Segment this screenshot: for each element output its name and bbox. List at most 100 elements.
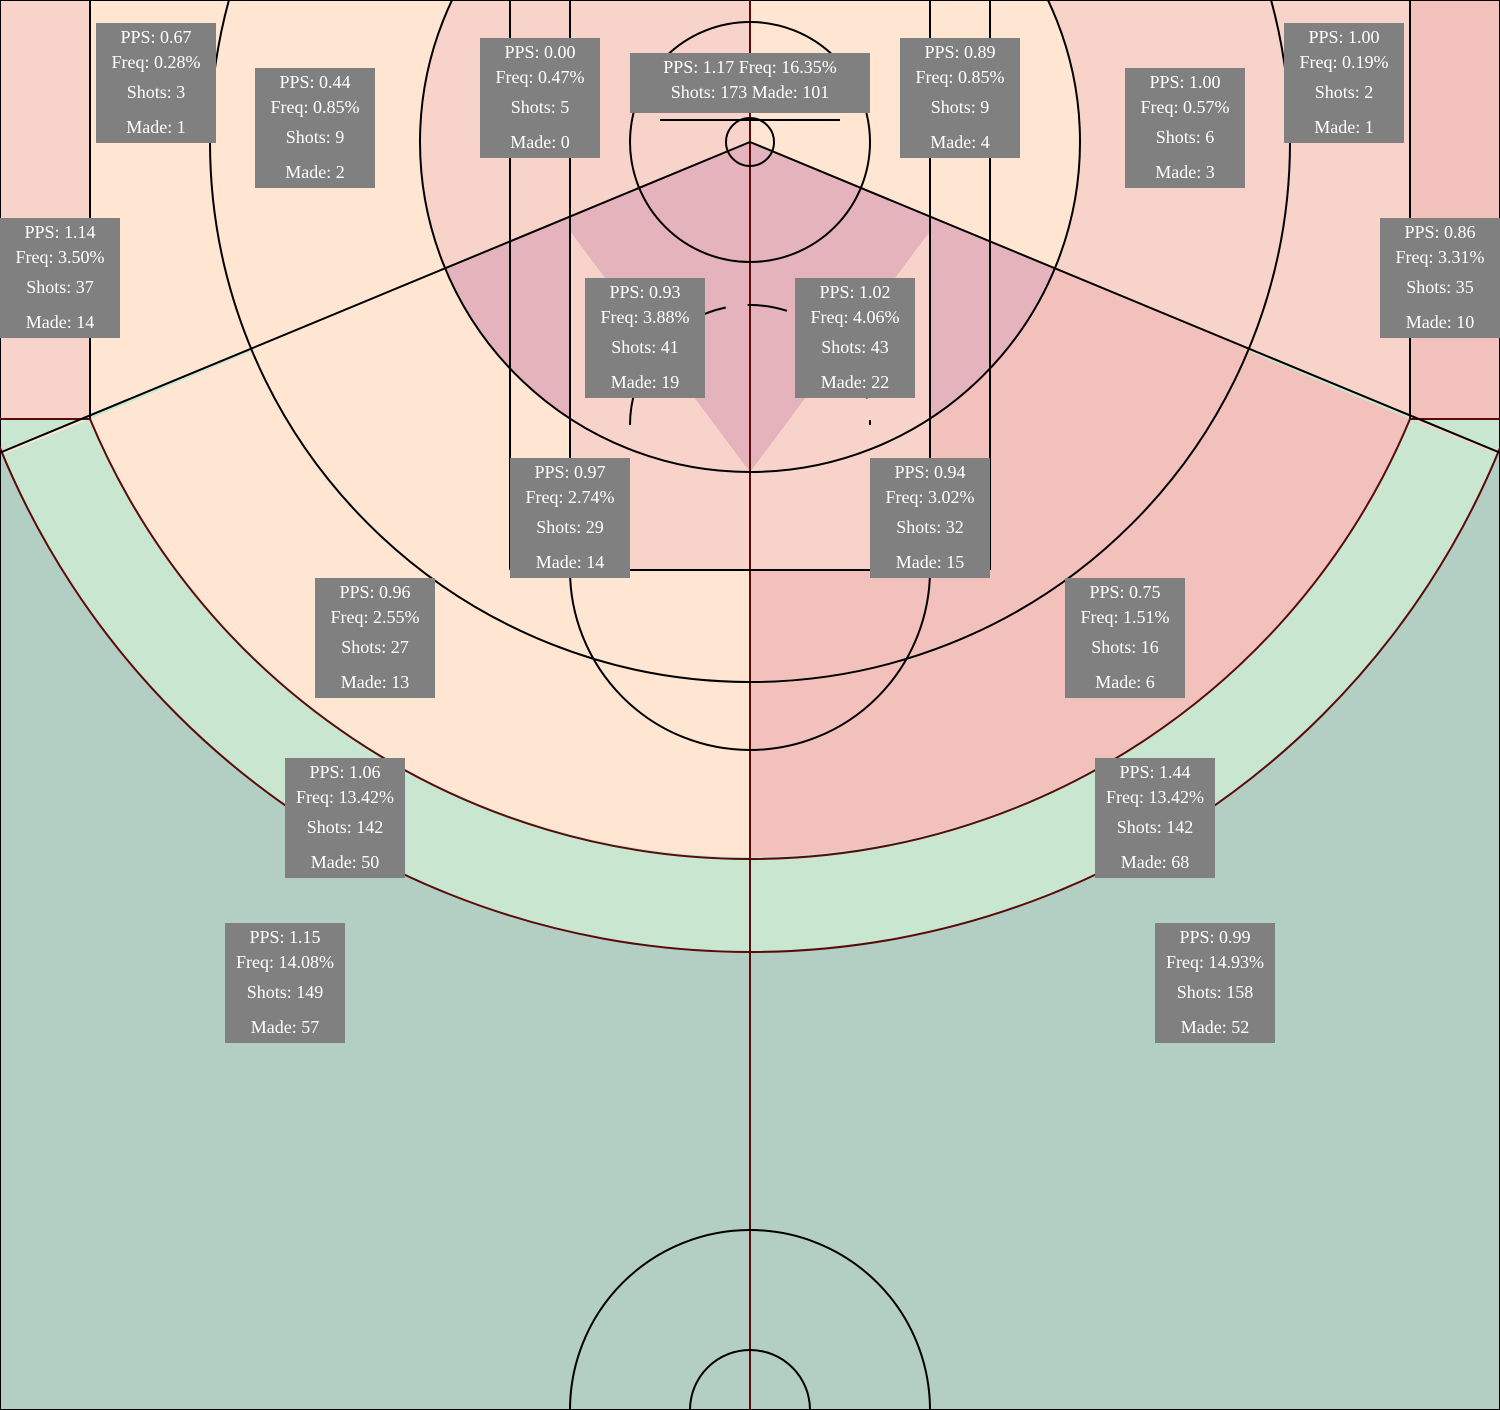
zone-label-long-baseline-right: PPS: 1.00 Freq: 0.19% Shots: 2 Made: 1 [1284,23,1404,143]
zone-label-line: Made: 1 [1314,117,1373,137]
zone-label-line: PPS: 0.86 [1404,222,1475,242]
zone-label-line: Shots: 5 [511,97,570,117]
zone-label-line: Freq: 0.28% [112,52,201,72]
zone-corner-three-right [1410,0,1500,419]
zone-label-line: Shots: 142 [307,817,384,837]
zone-label-line: Freq: 0.19% [1300,52,1389,72]
zone-label-line: Freq: 4.06% [811,307,900,327]
zone-label-line: Freq: 13.42% [296,787,394,807]
zone-label-line: PPS: 0.96 [339,582,410,602]
zone-label-corner-three-left: PPS: 1.14 Freq: 3.50% Shots: 37 Made: 14 [0,218,120,338]
zone-label-line: Shots: 32 [896,517,964,537]
zone-label-line: Shots: 43 [821,337,889,357]
zone-label-mid-baseline-right: PPS: 1.00 Freq: 0.57% Shots: 6 Made: 3 [1125,68,1245,188]
zone-label-line: Freq: 3.02% [886,487,975,507]
zone-label-line: Freq: 2.55% [331,607,420,627]
zone-label-line: Shots: 142 [1117,817,1194,837]
zone-label-line: PPS: 0.67 [120,27,191,47]
zone-label-long-baseline-left: PPS: 0.67 Freq: 0.28% Shots: 3 Made: 1 [96,23,216,143]
zone-label-line: Freq: 0.47% [496,67,585,87]
zone-label-box [1065,578,1185,698]
zone-label-line: Shots: 158 [1177,982,1254,1002]
zone-label-line: Freq: 3.88% [601,307,690,327]
zone-label-line: Shots: 173 Made: 101 [671,82,830,102]
zone-label-line: Made: 52 [1181,1017,1249,1037]
zone-label-line: Made: 2 [285,162,344,182]
zone-label-line: Freq: 0.85% [916,67,1005,87]
free-throw-circle [569,569,931,751]
zone-label-line: Shots: 16 [1091,637,1159,657]
zone-label-box [225,923,345,1043]
zone-label-line: Made: 14 [26,312,94,332]
zone-label-line: Freq: 13.42% [1106,787,1204,807]
zone-label-box [1155,923,1275,1043]
zone-label-line: Freq: 14.08% [236,952,334,972]
zone-label-box [255,68,375,188]
zone-label-box [0,218,120,338]
zone-label-line: Made: 6 [1095,672,1154,692]
zone-label-line: PPS: 0.75 [1089,582,1160,602]
zone-label-line: Made: 50 [311,852,379,872]
zone-label-corner-three-right: PPS: 0.86 Freq: 3.31% Shots: 35 Made: 10 [1380,218,1500,338]
zone-label-box [900,38,1020,158]
zone-label-line: PPS: 0.99 [1179,927,1250,947]
zone-label-paint-right: PPS: 1.02 Freq: 4.06% Shots: 43 Made: 22 [795,278,915,398]
zone-label-line: Made: 19 [611,372,679,392]
zone-label-deep-three-right: PPS: 0.99 Freq: 14.93% Shots: 158 Made: 52 [1155,923,1275,1043]
center-circle-outer [569,1229,931,1410]
zone-label-deep-three-left: PPS: 1.15 Freq: 14.08% Shots: 149 Made: 57 [225,923,345,1043]
zone-label-box [1125,68,1245,188]
zone-label-line: PPS: 0.44 [279,72,350,92]
zone-label-line: Shots: 9 [931,97,990,117]
zone-label-box [510,458,630,578]
zone-label-box [630,53,870,113]
zone-label-box [96,23,216,143]
zone-label-line: Shots: 41 [611,337,679,357]
zone-label-line: PPS: 0.00 [504,42,575,62]
zone-label-line: Freq: 3.31% [1396,247,1485,267]
zone-label-box [585,278,705,398]
zone-label-mid-baseline-left: PPS: 0.44 Freq: 0.85% Shots: 9 Made: 2 [255,68,375,188]
zone-label-line: Shots: 9 [286,127,345,147]
zone-label-short-wing-right: PPS: 0.94 Freq: 3.02% Shots: 32 Made: 15 [870,458,990,578]
zone-label-line: PPS: 1.00 [1308,27,1379,47]
zone-label-line: PPS: 1.00 [1149,72,1220,92]
deep-band-arc [0,445,1500,953]
zone-label-line: Freq: 1.51% [1081,607,1170,627]
zone-label-line: PPS: 0.94 [894,462,965,482]
three-point-arc [89,418,1411,860]
zone-label-line: Made: 14 [536,552,604,572]
zone-label-line: Made: 4 [930,132,989,152]
zone-label-short-wing-left: PPS: 0.97 Freq: 2.74% Shots: 29 Made: 14 [510,458,630,578]
zone-label-line: Freq: 0.57% [1141,97,1230,117]
ring-inner [629,21,871,263]
zone-label-line: Made: 57 [251,1017,319,1037]
zone-label-box [315,578,435,698]
zone-label-above-break-three-right: PPS: 1.44 Freq: 13.42% Shots: 142 Made: 68 [1095,758,1215,878]
spoke-left [0,141,751,454]
zone-label-line: PPS: 0.89 [924,42,995,62]
zone-label-line: PPS: 0.93 [609,282,680,302]
zone-label-line: Shots: 3 [127,82,186,102]
zone-label-line: PPS: 1.14 [24,222,95,242]
zone-label-line: Shots: 6 [1156,127,1215,147]
zone-label-line: Made: 13 [341,672,409,692]
zone-corner-three-left [0,0,90,419]
zone-label-line: Freq: 0.85% [271,97,360,117]
hoop [725,117,775,167]
zone-label-line: PPS: 1.15 [249,927,320,947]
zone-label-short-baseline-left: PPS: 0.00 Freq: 0.47% Shots: 5 Made: 0 [480,38,600,158]
spoke-right [749,141,1500,454]
zone-label-line: Freq: 3.50% [16,247,105,267]
zone-label-line: Made: 22 [821,372,889,392]
zone-label-line: Made: 0 [510,132,569,152]
zone-label-line: Shots: 29 [536,517,604,537]
zone-label-box [795,278,915,398]
zone-label-line: PPS: 1.06 [309,762,380,782]
zone-label-line: PPS: 1.44 [1119,762,1190,782]
zone-label-line: Made: 15 [896,552,964,572]
zone-label-line: Freq: 2.74% [526,487,615,507]
center-circle-inner [689,1349,811,1410]
zone-label-line: Shots: 27 [341,637,409,657]
